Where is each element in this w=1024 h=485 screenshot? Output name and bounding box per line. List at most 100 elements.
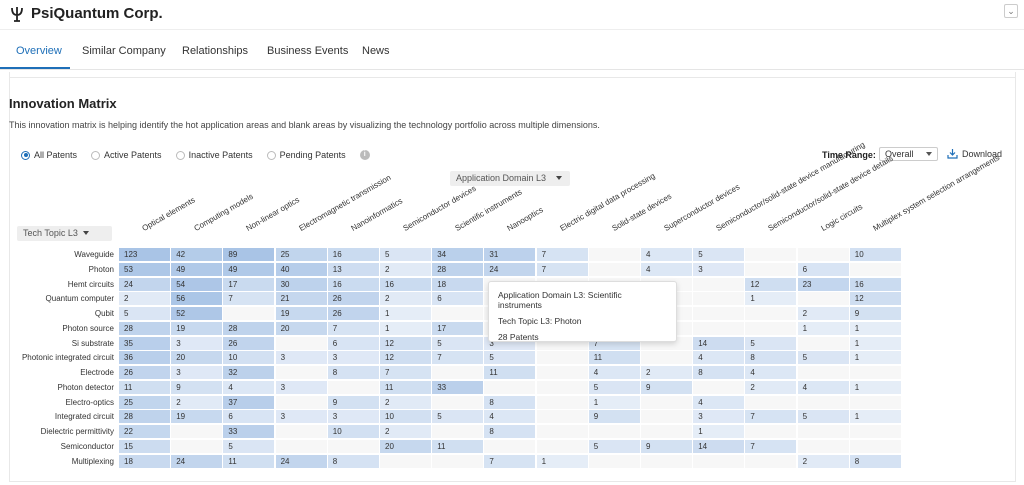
matrix-cell[interactable] [432,455,483,468]
matrix-cell[interactable]: 24 [171,455,222,468]
matrix-cell[interactable]: 7 [537,263,588,276]
matrix-cell[interactable]: 16 [850,278,901,291]
matrix-cell[interactable]: 10 [850,248,901,261]
matrix-cell[interactable]: 18 [432,278,483,291]
matrix-cell[interactable]: 24 [119,278,170,291]
matrix-cell[interactable]: 5 [119,307,170,320]
matrix-cell[interactable]: 8 [328,455,379,468]
matrix-cell[interactable] [693,455,744,468]
matrix-cell[interactable]: 53 [119,263,170,276]
matrix-cell[interactable]: 9 [328,396,379,409]
tab-business-events[interactable]: Business Events [267,45,348,57]
matrix-cell[interactable]: 2 [380,396,431,409]
matrix-cell[interactable]: 5 [745,337,796,350]
matrix-cell[interactable]: 123 [119,248,170,261]
radio-active-patents[interactable]: Active Patents [91,150,162,160]
matrix-cell[interactable]: 8 [745,351,796,364]
matrix-cell[interactable] [432,396,483,409]
matrix-cell[interactable]: 12 [745,278,796,291]
matrix-cell[interactable]: 2 [798,455,849,468]
matrix-cell[interactable] [223,307,274,320]
matrix-cell[interactable] [589,263,640,276]
matrix-cell[interactable]: 3 [276,351,327,364]
matrix-cell[interactable]: 30 [276,278,327,291]
matrix-cell[interactable]: 7 [223,292,274,305]
matrix-cell[interactable]: 5 [589,440,640,453]
matrix-cell[interactable]: 35 [119,337,170,350]
matrix-cell[interactable]: 25 [119,396,170,409]
matrix-cell[interactable] [641,425,692,438]
matrix-cell[interactable] [850,440,901,453]
matrix-cell[interactable]: 26 [119,366,170,379]
matrix-cell[interactable]: 9 [641,381,692,394]
matrix-cell[interactable]: 5 [432,410,483,423]
matrix-cell[interactable] [328,440,379,453]
matrix-cell[interactable]: 4 [223,381,274,394]
matrix-cell[interactable] [484,381,535,394]
matrix-cell[interactable] [850,366,901,379]
matrix-cell[interactable]: 19 [276,307,327,320]
matrix-cell[interactable]: 6 [432,292,483,305]
matrix-cell[interactable]: 37 [223,396,274,409]
matrix-cell[interactable]: 3 [328,351,379,364]
matrix-cell[interactable]: 5 [432,337,483,350]
matrix-cell[interactable] [484,440,535,453]
matrix-cell[interactable]: 20 [171,351,222,364]
matrix-cell[interactable]: 1 [798,322,849,335]
matrix-cell[interactable]: 4 [484,410,535,423]
matrix-cell[interactable]: 52 [171,307,222,320]
matrix-cell[interactable] [798,366,849,379]
matrix-cell[interactable]: 9 [171,381,222,394]
matrix-cell[interactable]: 17 [223,278,274,291]
tab-relationships[interactable]: Relationships [182,45,248,57]
matrix-cell[interactable]: 2 [380,425,431,438]
matrix-cell[interactable]: 89 [223,248,274,261]
matrix-cell[interactable]: 28 [119,410,170,423]
matrix-cell[interactable] [745,455,796,468]
matrix-cell[interactable]: 20 [380,440,431,453]
matrix-cell[interactable]: 56 [171,292,222,305]
matrix-cell[interactable]: 4 [745,366,796,379]
radio-dot[interactable] [21,151,30,160]
matrix-cell[interactable]: 54 [171,278,222,291]
matrix-cell[interactable]: 4 [589,366,640,379]
tech-topic-dropdown[interactable]: Tech Topic L3 [17,226,112,241]
matrix-cell[interactable]: 7 [537,248,588,261]
matrix-cell[interactable]: 11 [380,381,431,394]
matrix-cell[interactable]: 1 [850,351,901,364]
matrix-cell[interactable]: 6 [798,263,849,276]
matrix-cell[interactable]: 8 [328,366,379,379]
matrix-cell[interactable]: 1 [850,322,901,335]
matrix-cell[interactable]: 6 [223,410,274,423]
matrix-cell[interactable]: 5 [693,248,744,261]
matrix-cell[interactable] [276,440,327,453]
matrix-cell[interactable] [537,366,588,379]
matrix-cell[interactable]: 26 [328,307,379,320]
matrix-cell[interactable]: 31 [484,248,535,261]
matrix-cell[interactable] [641,410,692,423]
matrix-cell[interactable]: 3 [171,337,222,350]
collapse-chevron-icon[interactable]: ⌄ [1004,4,1018,18]
matrix-cell[interactable] [276,425,327,438]
matrix-cell[interactable]: 33 [223,425,274,438]
matrix-cell[interactable] [537,351,588,364]
matrix-cell[interactable]: 2 [380,263,431,276]
matrix-cell[interactable]: 33 [432,381,483,394]
matrix-cell[interactable]: 1 [850,410,901,423]
matrix-cell[interactable]: 1 [850,381,901,394]
matrix-cell[interactable] [693,278,744,291]
radio-dot[interactable] [91,151,100,160]
matrix-cell[interactable]: 1 [589,396,640,409]
matrix-cell[interactable]: 28 [432,263,483,276]
matrix-cell[interactable] [589,248,640,261]
matrix-cell[interactable]: 11 [223,455,274,468]
matrix-cell[interactable] [798,396,849,409]
matrix-cell[interactable]: 11 [484,366,535,379]
matrix-cell[interactable]: 26 [223,337,274,350]
matrix-cell[interactable] [432,307,483,320]
matrix-cell[interactable] [328,381,379,394]
matrix-cell[interactable]: 7 [745,410,796,423]
matrix-cell[interactable]: 1 [693,425,744,438]
matrix-cell[interactable] [798,248,849,261]
matrix-cell[interactable]: 19 [171,410,222,423]
